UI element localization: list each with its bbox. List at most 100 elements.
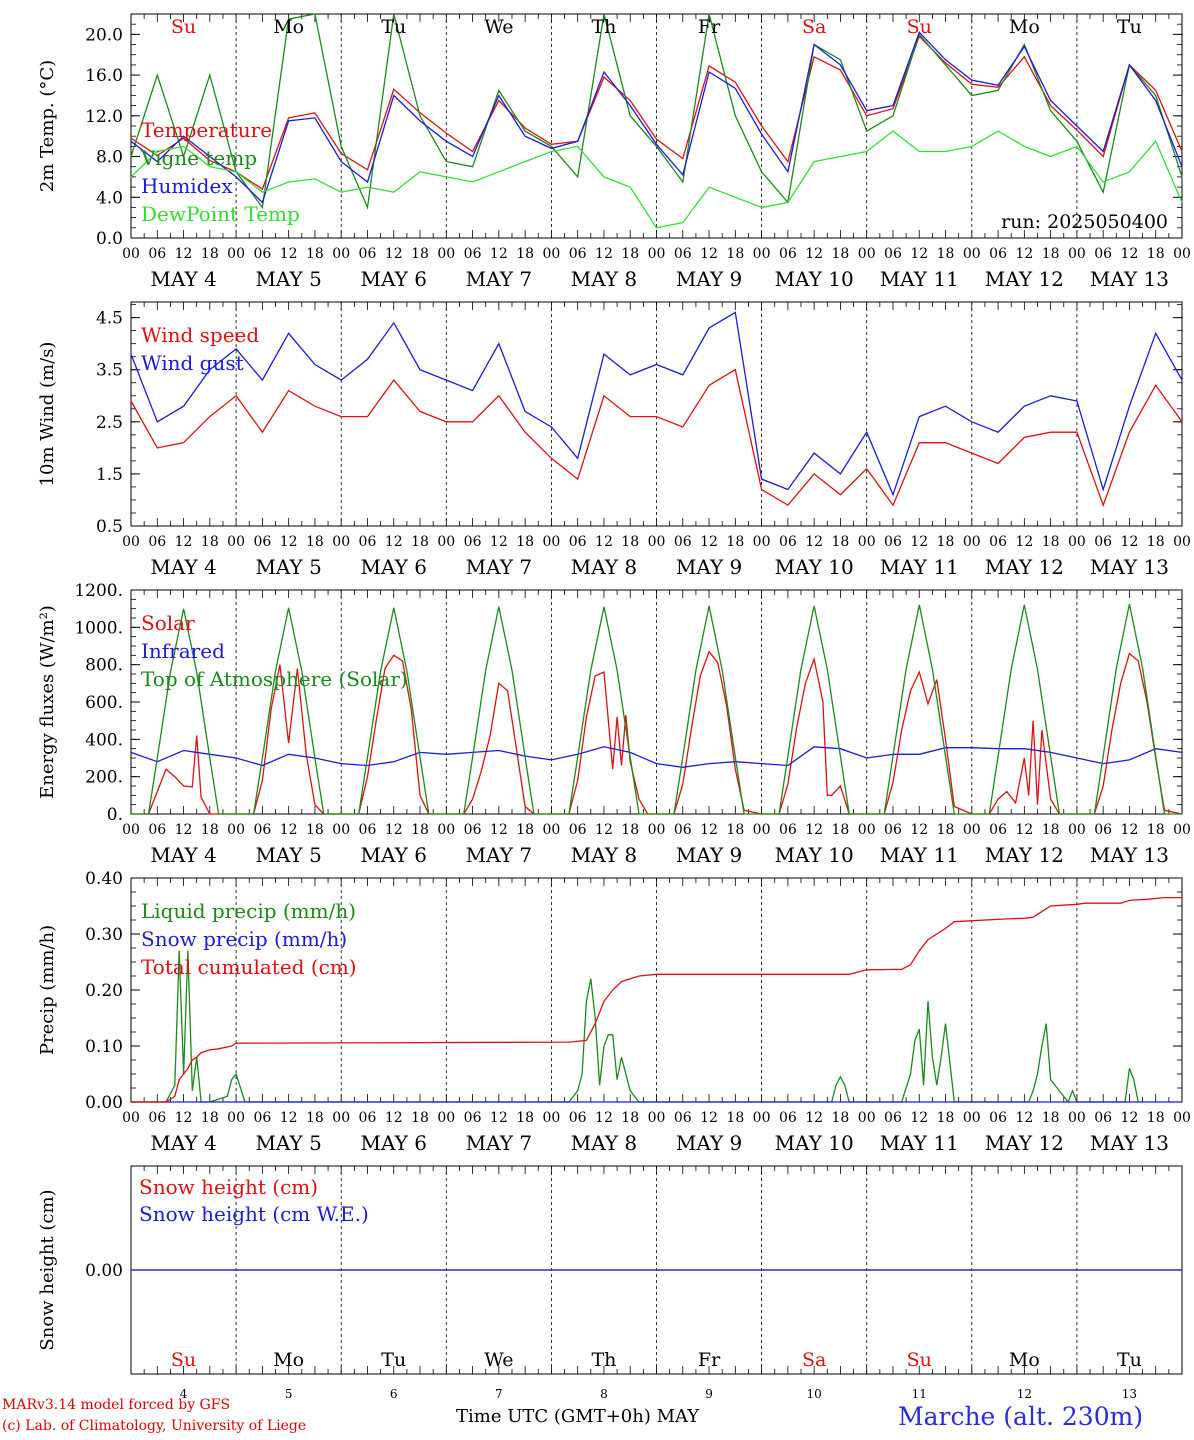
legend-entry: Solar	[141, 611, 195, 635]
hour-tick-label: 12	[700, 822, 718, 838]
date-label: MAY 6	[361, 267, 427, 291]
hour-tick-label: 18	[621, 822, 639, 838]
hour-tick-label: 12	[1121, 246, 1139, 262]
hour-tick-label: 06	[779, 822, 797, 838]
legend-entry: DewPoint Temp	[141, 202, 300, 226]
y-tick-label: 1.5	[96, 465, 123, 485]
date-label: MAY 7	[466, 555, 532, 579]
weekday-label: Tu	[381, 16, 406, 38]
hour-tick-label: 18	[621, 534, 639, 550]
hour-tick-label: 12	[1015, 822, 1033, 838]
hour-tick-label: 12	[175, 246, 193, 262]
hour-tick-label: 18	[726, 246, 744, 262]
hour-tick-label: 06	[148, 1110, 166, 1126]
day-number-label: 8	[600, 1387, 608, 1401]
weekday-label: Mo	[1009, 1349, 1040, 1371]
day-number-label: 9	[705, 1387, 713, 1401]
hour-tick-label: 00	[332, 534, 350, 550]
hour-tick-label: 12	[595, 534, 613, 550]
hour-tick-label: 00	[753, 822, 771, 838]
legend-entry: Humidex	[141, 174, 233, 198]
hour-tick-label: 00	[437, 534, 455, 550]
hour-tick-label: 00	[542, 1110, 560, 1126]
y-tick-label: 1200.	[74, 581, 123, 601]
series-line-humidex	[130, 31, 1183, 204]
weekday-label: Mo	[273, 16, 304, 38]
legend-entry: Liquid precip (mm/h)	[141, 899, 356, 923]
hour-tick-label: 18	[1042, 1110, 1060, 1126]
weekday-label: Fr	[698, 16, 721, 38]
y-axis-label: 2m Temp. (°C)	[37, 60, 58, 192]
hour-tick-label: 06	[359, 534, 377, 550]
hour-tick-label: 00	[1068, 1110, 1086, 1126]
date-label: MAY 12	[985, 843, 1064, 867]
hour-tick-label: 18	[306, 534, 324, 550]
hour-tick-label: 12	[490, 822, 508, 838]
run-label: run: 2025050400	[1001, 211, 1168, 233]
hour-tick-label: 12	[910, 1110, 928, 1126]
hour-tick-label: 06	[1094, 1110, 1112, 1126]
series-line-wind-speed	[130, 368, 1183, 508]
hour-tick-label: 12	[175, 534, 193, 550]
hour-tick-label: 06	[989, 246, 1007, 262]
date-label: MAY 10	[775, 843, 854, 867]
hour-tick-label: 00	[648, 246, 666, 262]
hour-tick-label: 18	[306, 246, 324, 262]
date-label: MAY 6	[361, 555, 427, 579]
date-label: MAY 12	[985, 267, 1064, 291]
date-label: MAY 10	[775, 1131, 854, 1155]
legend-entry: Wind speed	[141, 323, 259, 347]
y-tick-label: 600.	[85, 693, 123, 713]
station-name: Marche (alt. 230m)	[898, 1402, 1144, 1431]
panel-2: 0.5 1.5 2.5 3.5 4.5 10m Wind (m/s) Wind speed W…	[37, 301, 1191, 579]
y-tick-label: 0.40	[85, 869, 123, 889]
hour-tick-label: 12	[700, 534, 718, 550]
date-label: MAY 6	[361, 1131, 427, 1155]
date-label: MAY 11	[880, 1131, 959, 1155]
legend-entry: Top of Atmosphere (Solar)	[141, 667, 408, 691]
hour-tick-label: 00	[332, 1110, 350, 1126]
hour-tick-label: 06	[989, 534, 1007, 550]
hour-tick-label: 12	[805, 822, 823, 838]
hour-tick-label: 00	[542, 534, 560, 550]
day-number-label: 12	[1017, 1387, 1032, 1401]
hour-tick-label: 00	[332, 822, 350, 838]
hour-tick-label: 18	[411, 822, 429, 838]
date-label: MAY 13	[1090, 1131, 1169, 1155]
y-tick-label: 3.5	[96, 361, 123, 381]
hour-tick-label: 18	[1147, 1110, 1165, 1126]
y-tick-label: 800.	[85, 656, 123, 676]
hour-tick-label: 06	[464, 822, 482, 838]
y-tick-label: 400.	[85, 730, 123, 750]
hour-tick-label: 06	[674, 822, 692, 838]
hour-tick-label: 18	[306, 822, 324, 838]
hour-tick-label: 18	[201, 822, 219, 838]
hour-tick-label: 12	[805, 1110, 823, 1126]
hour-tick-label: 12	[280, 534, 298, 550]
date-label: MAY 7	[466, 267, 532, 291]
hour-tick-label: 12	[490, 1110, 508, 1126]
hour-tick-label: 00	[1173, 246, 1191, 262]
y-tick-label: 0.5	[96, 517, 123, 537]
y-tick-label: 8.0	[96, 148, 123, 168]
hour-tick-label: 12	[1015, 534, 1033, 550]
hour-tick-label: 06	[359, 1110, 377, 1126]
day-number-label: 10	[807, 1387, 822, 1401]
y-tick-label: 0.0	[96, 229, 123, 249]
hour-tick-label: 00	[963, 534, 981, 550]
hour-tick-label: 06	[884, 534, 902, 550]
hour-tick-label: 06	[779, 534, 797, 550]
hour-tick-label: 00	[963, 246, 981, 262]
hour-tick-label: 12	[595, 822, 613, 838]
date-label: MAY 13	[1090, 267, 1169, 291]
date-label: MAY 5	[255, 267, 321, 291]
date-label: MAY 4	[150, 555, 216, 579]
time-axis-label: Time UTC (GMT+0h)	[456, 1406, 651, 1427]
hour-tick-label: 06	[359, 246, 377, 262]
hour-tick-label: 12	[595, 1110, 613, 1126]
hour-tick-label: 06	[989, 1110, 1007, 1126]
hour-tick-label: 12	[1015, 246, 1033, 262]
hour-tick-label: 06	[884, 822, 902, 838]
date-label: MAY 4	[150, 843, 216, 867]
